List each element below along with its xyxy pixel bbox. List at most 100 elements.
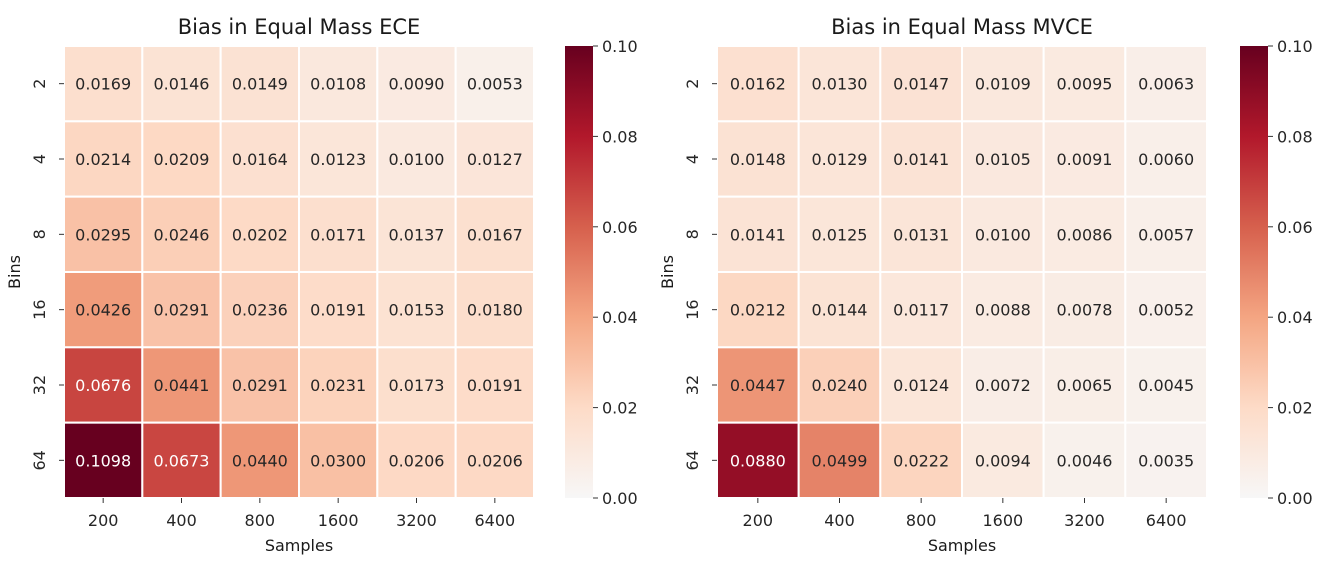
heatmap-cell	[879, 45, 963, 123]
x-tick-label: 400	[824, 511, 855, 530]
heatmap-cell	[1124, 421, 1209, 499]
cell-value-label: 0.0676	[75, 376, 131, 395]
cell-value-label: 0.0088	[975, 301, 1031, 320]
cell-value-label: 0.0295	[75, 225, 131, 244]
cell-value-label: 0.0146	[154, 75, 210, 94]
x-tick-label: 800	[245, 511, 276, 530]
cell-value-label: 0.0206	[389, 451, 445, 470]
heatmap-cell	[961, 120, 1045, 198]
x-tick-label: 3200	[1064, 511, 1105, 530]
heatmap-cell	[298, 271, 379, 349]
heatmap-cell	[63, 271, 144, 349]
heatmap-cell	[879, 421, 963, 499]
heatmap-cell	[797, 120, 882, 198]
cell-value-label: 0.0169	[75, 75, 131, 94]
heatmap-cell	[298, 120, 379, 198]
cell-value-label: 0.0214	[75, 150, 131, 169]
heatmap-cell	[961, 195, 1045, 274]
heatmap-cell	[1042, 120, 1127, 198]
cell-value-label: 0.0130	[812, 75, 868, 94]
cell-value-label: 0.0191	[467, 376, 523, 395]
heatmap-cell	[1124, 346, 1209, 424]
colorbar-tick-label: 0.02	[1277, 399, 1313, 418]
cell-value-label: 0.0180	[467, 301, 523, 320]
cell-value-label: 0.0236	[232, 301, 288, 320]
heatmap-cell	[961, 346, 1045, 424]
cell-value-label: 0.0131	[893, 225, 949, 244]
cell-value-label: 0.0447	[730, 376, 786, 395]
y-tick-label: 4	[30, 154, 49, 164]
cell-value-label: 0.0090	[389, 75, 445, 94]
cell-value-label: 0.0191	[310, 301, 366, 320]
cell-value-label: 0.0137	[389, 225, 445, 244]
cell-value-label: 0.0109	[975, 75, 1031, 94]
heatmap-cell	[1124, 195, 1209, 274]
cell-value-label: 0.0060	[1138, 150, 1194, 169]
cell-value-label: 0.0072	[975, 376, 1031, 395]
cell-value-label: 0.0100	[389, 150, 445, 169]
cell-value-label: 0.0105	[975, 150, 1031, 169]
heatmap-cell	[797, 45, 882, 123]
cell-value-label: 0.0108	[310, 75, 366, 94]
y-tick-label: 32	[30, 375, 49, 395]
colorbar	[1240, 46, 1268, 498]
cell-value-label: 0.0057	[1138, 225, 1194, 244]
cell-value-label: 0.0880	[730, 451, 786, 470]
cell-value-label: 0.0148	[730, 150, 786, 169]
cell-value-label: 0.0291	[154, 301, 210, 320]
colorbar-tick-label: 0.06	[602, 218, 638, 237]
colorbar-tick-label: 0.06	[1277, 218, 1313, 237]
cell-value-label: 0.0246	[154, 225, 210, 244]
heatmap-panel-1: Bias in Equal Mass ECE 0.0169 0.0146 0.0149…	[5, 15, 638, 555]
heatmap-cell	[298, 195, 379, 274]
cell-value-label: 0.0141	[730, 225, 786, 244]
cell-value-label: 0.0147	[893, 75, 949, 94]
cell-value-label: 0.0046	[1057, 451, 1113, 470]
heatmap-cell	[961, 45, 1045, 123]
cell-value-label: 0.0125	[812, 225, 868, 244]
heatmap-cell	[797, 195, 882, 274]
cell-value-label: 0.0124	[893, 376, 949, 395]
x-tick-label: 200	[743, 511, 774, 530]
cell-value-label: 0.0127	[467, 150, 523, 169]
heatmap-cell	[1124, 271, 1209, 349]
colorbar-tick-label: 0.10	[1277, 37, 1313, 56]
cell-value-label: 0.0209	[154, 150, 210, 169]
x-tick-label: 6400	[1146, 511, 1187, 530]
cell-value-label: 0.0035	[1138, 451, 1194, 470]
chart-title: Bias in Equal Mass ECE	[178, 15, 421, 39]
heatmap-cell	[454, 421, 535, 499]
cell-value-label: 0.0153	[389, 301, 445, 320]
cell-value-label: 0.0129	[812, 150, 868, 169]
x-tick-label: 400	[166, 511, 197, 530]
colorbar-tick-label: 0.00	[1277, 489, 1313, 508]
heatmap-cell	[141, 45, 222, 123]
cell-value-label: 0.0171	[310, 225, 366, 244]
heatmap-cell	[141, 271, 222, 349]
cell-value-label: 0.0141	[893, 150, 949, 169]
x-axis-label: Samples	[265, 536, 333, 555]
cell-value-label: 0.0100	[975, 225, 1031, 244]
heatmap-cell	[376, 271, 457, 349]
heatmap-cell	[141, 195, 222, 274]
heatmap-cell	[454, 120, 535, 198]
x-tick-label: 3200	[396, 511, 437, 530]
cell-value-label: 0.0426	[75, 301, 131, 320]
cell-value-label: 0.0162	[730, 75, 786, 94]
colorbar-tick-label: 0.10	[602, 37, 638, 56]
heatmap-cell	[141, 120, 222, 198]
y-tick-label: 8	[30, 229, 49, 239]
x-tick-label: 6400	[474, 511, 515, 530]
cell-value-label: 0.0222	[893, 451, 949, 470]
heatmap-cell	[454, 271, 535, 349]
y-tick-label: 64	[30, 450, 49, 470]
heatmap-cell	[454, 346, 535, 424]
cell-value-label: 0.0673	[154, 451, 210, 470]
heatmap-cell	[879, 346, 963, 424]
cell-value-label: 0.0053	[467, 75, 523, 94]
y-tick-label: 8	[683, 229, 702, 239]
heatmap-cell	[797, 346, 882, 424]
cell-value-label: 0.0045	[1138, 376, 1194, 395]
cell-value-label: 0.0206	[467, 451, 523, 470]
